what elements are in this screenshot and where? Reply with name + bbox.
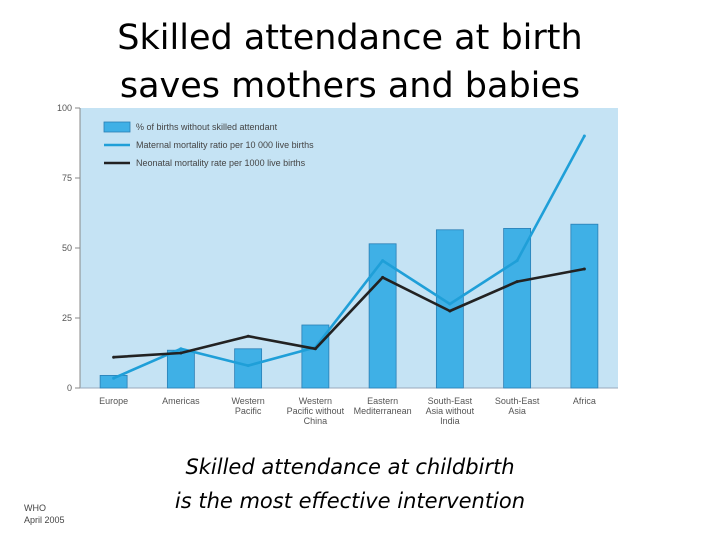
x-tick-label-line: Asia without xyxy=(426,406,475,416)
x-tick-label-line: Mediterranean xyxy=(354,406,412,416)
line-point xyxy=(448,309,452,313)
credit-date: April 2005 xyxy=(24,515,65,525)
line-point xyxy=(381,259,385,263)
x-tick-label: South-East Asia xyxy=(495,396,540,416)
legend-label: Maternal mortality ratio per 10 000 live… xyxy=(136,140,314,150)
slide-title-line2: saves mothers and babies xyxy=(119,66,581,106)
x-tick-label: Eastern Mediterranean xyxy=(354,396,412,416)
slide-subtitle: Skilled attendance at childbirth is the … xyxy=(140,450,560,518)
x-tick-label-line: Africa xyxy=(573,396,596,406)
legend-label: % of births without skilled attendant xyxy=(136,122,278,132)
bar xyxy=(99,374,128,389)
bar xyxy=(570,223,599,389)
line-point xyxy=(448,302,452,306)
line-point xyxy=(381,275,385,279)
y-tick-label: 75 xyxy=(62,173,72,183)
line-point xyxy=(515,280,519,284)
x-tick-label-line: Europe xyxy=(99,396,128,406)
line-point xyxy=(179,347,183,351)
x-tick-label-line: Americas xyxy=(162,396,200,406)
slide-title: Skilled attendance at birth saves mother… xyxy=(80,14,620,110)
line-point xyxy=(179,351,183,355)
legend-swatch-bar xyxy=(103,121,131,133)
x-tick-label: Western Pacific xyxy=(231,396,264,416)
x-tick-label-line: Western xyxy=(299,396,332,406)
line-point xyxy=(515,259,519,263)
x-tick-label-line: Eastern xyxy=(367,396,398,406)
line-point xyxy=(112,376,116,380)
neonatal-mortality-line xyxy=(113,267,585,359)
line-point xyxy=(582,134,586,138)
bar xyxy=(234,348,263,389)
credit-org: WHO xyxy=(24,503,46,513)
subtitle-line2: is the most effective intervention xyxy=(174,489,526,513)
x-tick-label-line: India xyxy=(440,416,460,426)
y-tick-label: 25 xyxy=(62,313,72,323)
y-tick-label: 0 xyxy=(67,383,72,393)
plot-area xyxy=(80,108,618,388)
line-point xyxy=(112,355,116,359)
x-tick-label-line: South-East xyxy=(495,396,540,406)
line-point xyxy=(246,334,250,338)
source-credit: WHO April 2005 xyxy=(24,502,65,526)
subtitle-line1: Skilled attendance at childbirth xyxy=(185,455,515,479)
x-tick-label: Africa xyxy=(573,396,596,406)
x-tick-label-line: Pacific without xyxy=(287,406,345,416)
line-point xyxy=(313,347,317,351)
x-tick-label: Western Pacific without China xyxy=(287,396,345,426)
x-tick-label-line: China xyxy=(304,416,328,426)
maternal-mortality-line xyxy=(113,135,586,380)
x-tick-label-line: Western xyxy=(231,396,264,406)
bar xyxy=(166,349,195,389)
legend-label: Neonatal mortality rate per 1000 live bi… xyxy=(136,158,306,168)
x-tick-label-line: South-East xyxy=(428,396,473,406)
bar xyxy=(435,229,464,389)
bar xyxy=(503,227,532,389)
x-tick-label: South-East Asia without India xyxy=(426,396,475,426)
y-tick-label: 100 xyxy=(57,103,72,113)
line-point xyxy=(582,267,586,271)
x-tick-label: Europe xyxy=(99,396,128,406)
x-tick-label: Americas xyxy=(162,396,200,406)
line-point xyxy=(246,364,250,368)
y-tick-label: 50 xyxy=(62,243,72,253)
x-tick-label-line: Asia xyxy=(508,406,526,416)
x-tick-label-line: Pacific xyxy=(235,406,262,416)
slide-title-line1: Skilled attendance at birth xyxy=(117,18,583,58)
